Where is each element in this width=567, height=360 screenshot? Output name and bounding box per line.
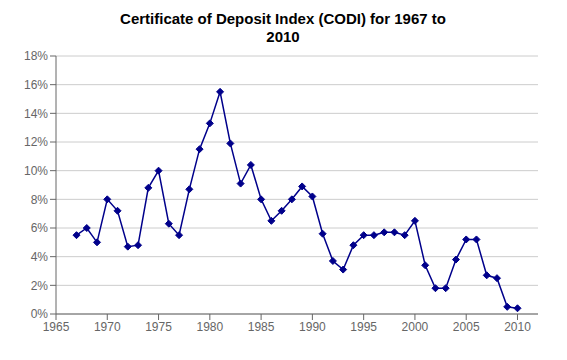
svg-text:18%: 18% <box>24 49 48 63</box>
svg-text:1990: 1990 <box>299 320 326 334</box>
svg-text:0%: 0% <box>31 307 49 321</box>
svg-text:4%: 4% <box>31 250 49 264</box>
svg-text:1965: 1965 <box>43 320 70 334</box>
svg-text:16%: 16% <box>24 78 48 92</box>
svg-text:6%: 6% <box>31 221 49 235</box>
svg-text:10%: 10% <box>24 164 48 178</box>
html-text:2010: 2010 <box>266 28 300 45</box>
svg-text:1975: 1975 <box>145 320 172 334</box>
svg-text:1985: 1985 <box>248 320 275 334</box>
svg-text:1995: 1995 <box>350 320 377 334</box>
svg-text:2%: 2% <box>31 279 49 293</box>
svg-text:14%: 14% <box>24 107 48 121</box>
html-text:Certificate of Deposit Index (: Certificate of Deposit Index (CODI) for … <box>120 10 446 27</box>
svg-text:8%: 8% <box>31 193 49 207</box>
svg-text:1970: 1970 <box>94 320 121 334</box>
svg-text:12%: 12% <box>24 135 48 149</box>
svg-text:1980: 1980 <box>196 320 223 334</box>
svg-text:2005: 2005 <box>453 320 480 334</box>
svg-text:2000: 2000 <box>402 320 429 334</box>
svg-text:2010: 2010 <box>504 320 531 334</box>
